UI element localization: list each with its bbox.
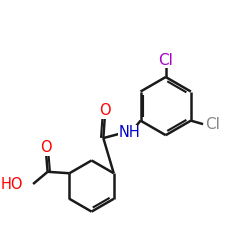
Text: HO: HO — [1, 176, 24, 192]
Text: O: O — [100, 103, 111, 118]
Text: O: O — [40, 140, 52, 156]
Text: NH: NH — [118, 125, 140, 140]
Text: Cl: Cl — [158, 53, 173, 68]
Text: Cl: Cl — [205, 117, 220, 132]
